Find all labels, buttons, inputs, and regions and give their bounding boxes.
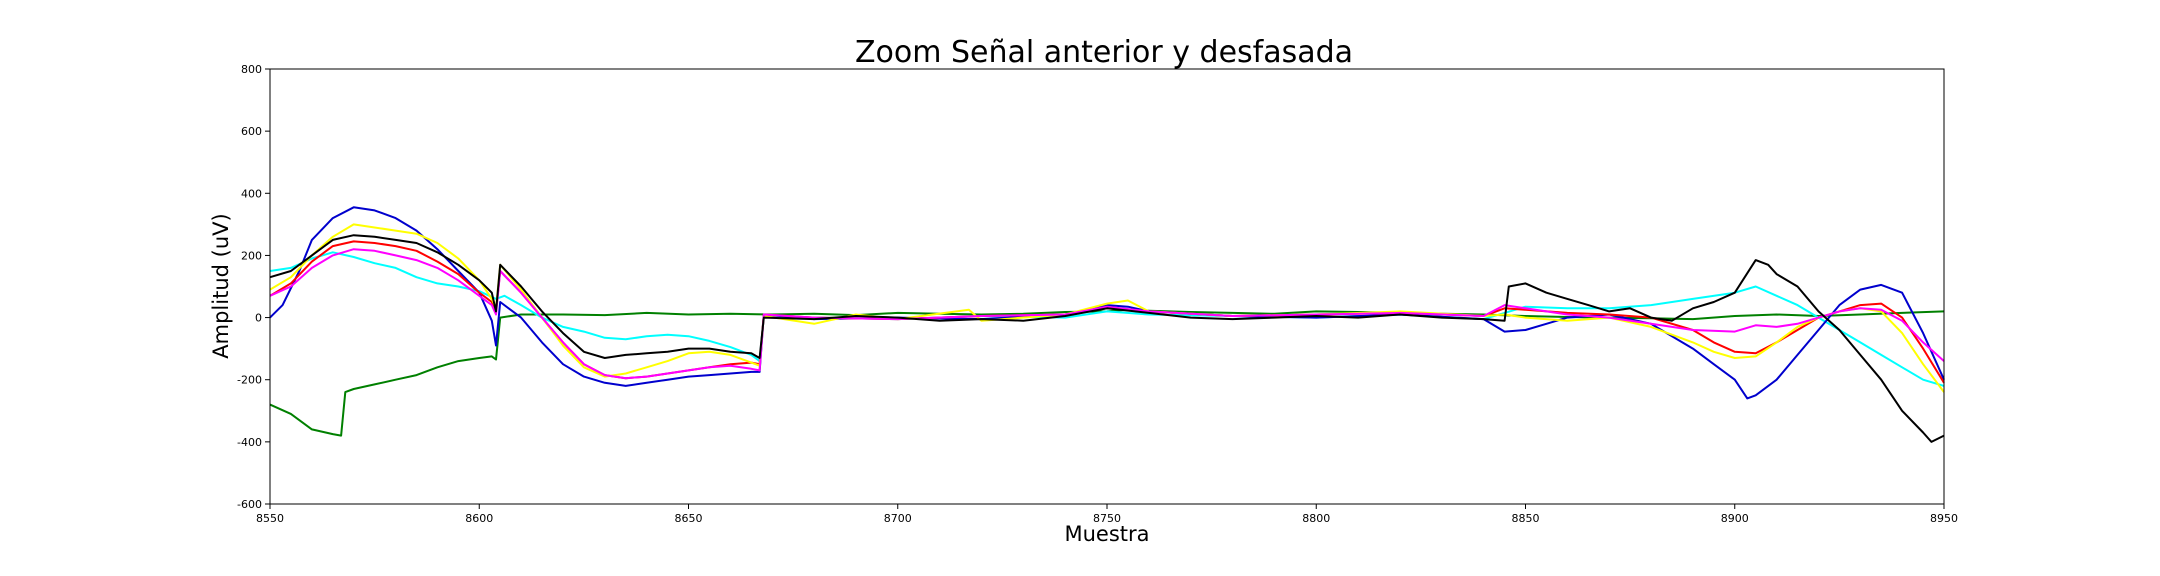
y-axis-label: Amplitud (uV) bbox=[209, 213, 233, 358]
x-tick-label: 8700 bbox=[884, 512, 912, 525]
y-tick-label: 0 bbox=[255, 312, 262, 325]
series-line bbox=[269, 308, 1945, 437]
x-axis-label: Muestra bbox=[1064, 522, 1149, 546]
x-tick-label: 8600 bbox=[465, 512, 493, 525]
y-tick-label: -600 bbox=[237, 498, 262, 511]
x-tick-label: 8750 bbox=[1093, 512, 1121, 525]
x-tick-label: 8650 bbox=[675, 512, 703, 525]
y-tick-label: 400 bbox=[241, 187, 262, 200]
y-tick-label: 600 bbox=[241, 125, 262, 138]
x-axis: 8550 8600 8650 8700 8750 8800 8850 8900 8950 bbox=[256, 504, 1958, 525]
y-tick-label: -400 bbox=[237, 436, 262, 449]
series-layer bbox=[269, 206, 1945, 443]
y-axis: -600 -400 -200 0 200 400 600 800 bbox=[237, 63, 270, 511]
y-tick-label: 800 bbox=[241, 63, 262, 76]
series-line bbox=[269, 248, 1945, 380]
y-tick-label: -200 bbox=[237, 374, 262, 387]
x-tick-label: 8900 bbox=[1721, 512, 1749, 525]
x-tick-label: 8950 bbox=[1930, 512, 1958, 525]
series-line bbox=[269, 223, 1945, 393]
y-tick-label: 200 bbox=[241, 249, 262, 262]
x-tick-label: 8550 bbox=[256, 512, 284, 525]
chart-title: Zoom Señal anterior y desfasada bbox=[855, 35, 1353, 70]
x-tick-label: 8800 bbox=[1302, 512, 1330, 525]
series-line bbox=[269, 234, 1945, 443]
x-tick-label: 8850 bbox=[1512, 512, 1540, 525]
